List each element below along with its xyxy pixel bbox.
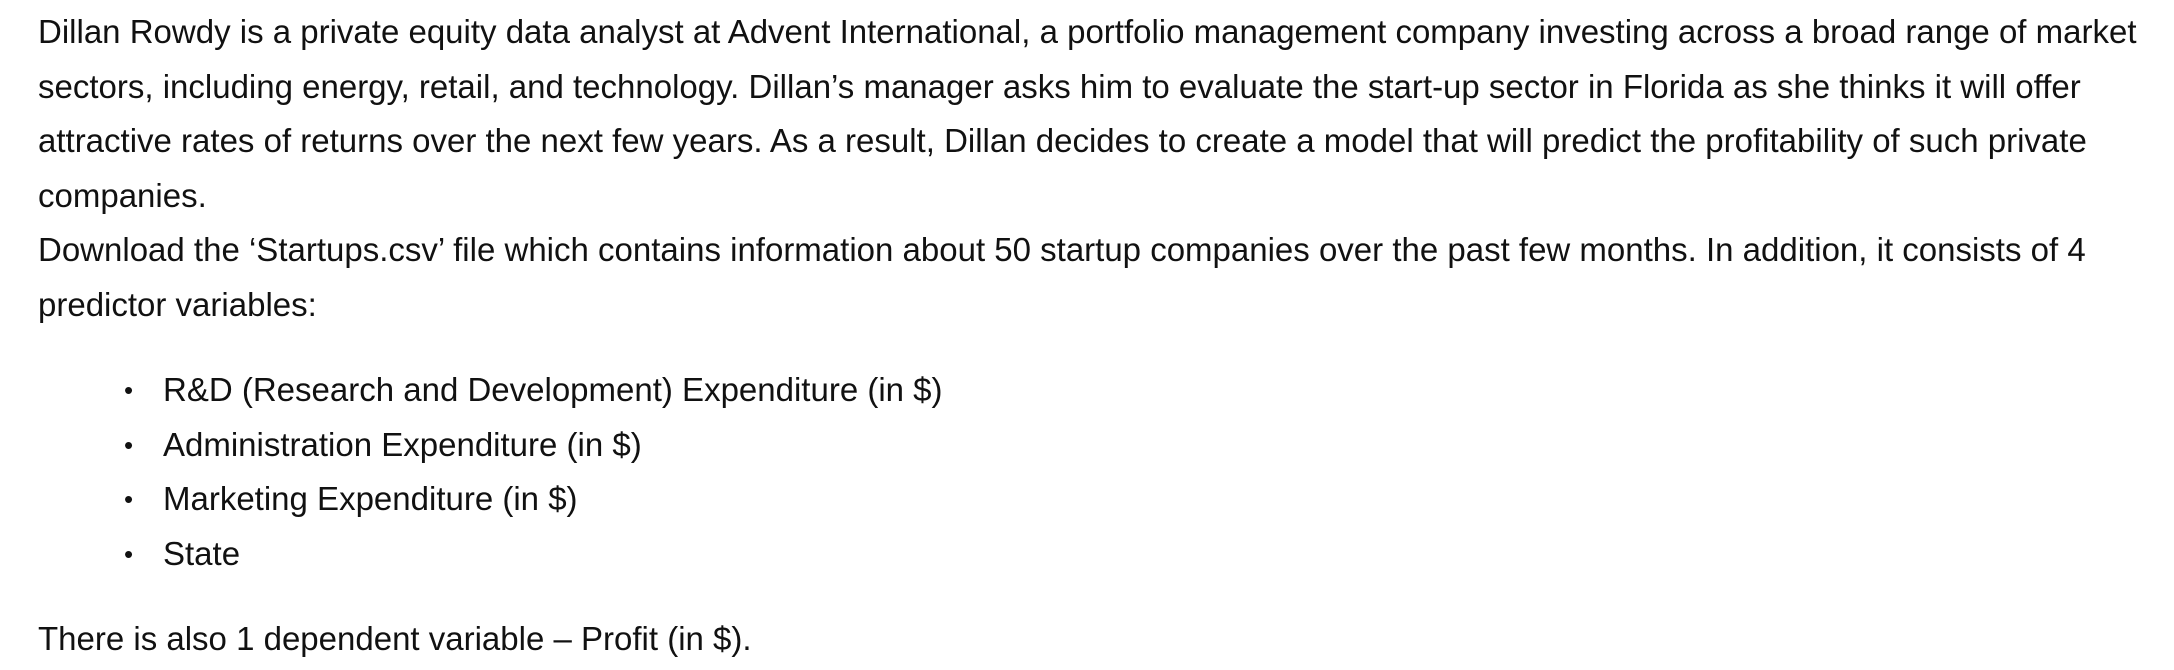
list-item-label: Administration Expenditure (in $) xyxy=(163,425,642,463)
bullet-icon: • xyxy=(124,375,134,405)
bullet-icon: • xyxy=(124,484,134,514)
dependent-variable-paragraph: There is also 1 dependent variable – Pro… xyxy=(38,620,752,657)
document-body: Dillan Rowdy is a private equity data an… xyxy=(38,5,2148,667)
list-item-label: State xyxy=(163,534,241,572)
intro-paragraph: Dillan Rowdy is a private equity data an… xyxy=(38,13,2137,214)
list-item: • R&D (Research and Development) Expendi… xyxy=(124,363,2148,418)
predictor-list: • R&D (Research and Development) Expendi… xyxy=(38,363,2148,581)
bullet-icon: • xyxy=(124,429,134,460)
list-item-label: Marketing Expenditure (in $) xyxy=(163,480,578,517)
list-item: • State xyxy=(124,527,2148,582)
list-item: • Administration Expenditure (in $) xyxy=(124,418,2148,473)
bullet-icon: • xyxy=(124,538,134,569)
list-item: • Marketing Expenditure (in $) xyxy=(124,472,2148,527)
list-item-label: R&D (Research and Development) Expenditu… xyxy=(163,371,943,408)
download-paragraph: Download the ‘Startups.csv’ file which c… xyxy=(38,231,2086,323)
